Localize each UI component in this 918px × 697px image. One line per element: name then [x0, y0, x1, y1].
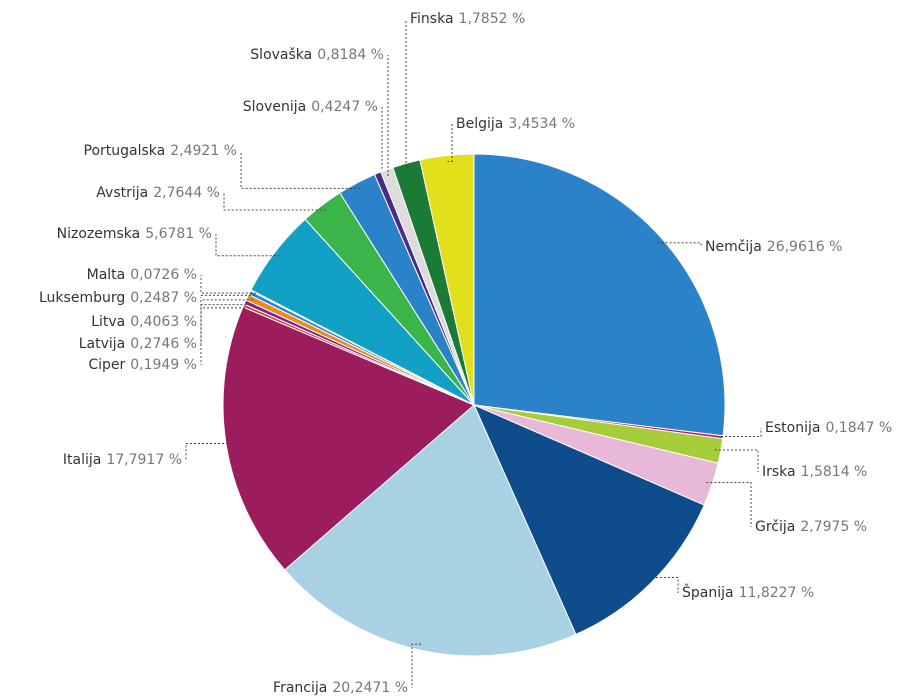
slice-value: 0,2487 % — [130, 290, 197, 306]
leader-line — [405, 19, 408, 170]
slice-value: 0,4247 % — [311, 99, 378, 115]
slice-value: 26,9616 % — [767, 239, 843, 255]
leader-line — [716, 428, 762, 438]
leader-line — [240, 151, 360, 189]
slice-label: Luksemburg 0,2487 % — [39, 290, 197, 306]
slice-name: Irska — [762, 464, 796, 480]
slice-value: 2,7975 % — [800, 519, 867, 535]
slice-value: 2,4921 % — [170, 143, 237, 159]
slice-label: Španija 11,8227 % — [682, 583, 814, 601]
slice-value: 5,6781 % — [145, 226, 212, 242]
slice-label: Italija 17,7917 % — [63, 452, 182, 468]
slice-value: 0,4063 % — [130, 314, 197, 330]
slice-label: Slovaška 0,8184 % — [250, 47, 384, 63]
slice-name: Portugalska — [84, 143, 166, 159]
slice-label: Ciper 0,1949 % — [88, 357, 197, 373]
leader-line — [200, 299, 253, 322]
slice-label: Irska 1,5814 % — [762, 464, 867, 480]
slice-name: Nemčija — [705, 239, 762, 255]
pie-slice — [284, 404, 577, 657]
slice-name: Luksemburg — [39, 290, 125, 306]
slice-label: Finska 1,7852 % — [410, 11, 525, 27]
slice-label: Grčija 2,7975 % — [755, 519, 867, 535]
slice-label: Portugalska 2,4921 % — [84, 143, 237, 159]
slice-name: Francija — [273, 680, 327, 696]
slice-name: Grčija — [755, 519, 795, 535]
pie-slice — [473, 153, 726, 437]
slice-label: Francija 20,2471 % — [273, 680, 408, 696]
slice-label: Estonija 0,1847 % — [765, 420, 892, 436]
leader-line — [647, 577, 679, 593]
slice-name: Slovenija — [243, 99, 306, 115]
slice-value: 0,0726 % — [130, 267, 197, 283]
slice-label: Litva 0,4063 % — [91, 314, 197, 330]
slice-value: 1,7852 % — [459, 11, 526, 27]
slice-value: 1,5814 % — [801, 464, 868, 480]
slice-label: Slovenija 0,4247 % — [243, 99, 378, 115]
slice-name: Latvija — [79, 336, 126, 352]
leader-line — [387, 55, 389, 176]
slice-label: Nemčija 26,9616 % — [705, 239, 842, 255]
slice-value: 0,8184 % — [317, 47, 384, 63]
slice-value: 0,2746 % — [130, 336, 197, 352]
slice-name: Finska — [410, 11, 454, 27]
slice-name: Litva — [91, 314, 125, 330]
slice-label: Avstrija 2,7644 % — [96, 185, 220, 201]
slice-value: 17,7917 % — [106, 452, 182, 468]
leader-line — [379, 107, 383, 180]
slice-name: Avstrija — [96, 185, 148, 201]
slice-value: 0,1949 % — [130, 357, 197, 373]
slice-name: Ciper — [88, 357, 125, 373]
leader-line — [200, 275, 257, 294]
slice-name: Španija — [682, 583, 734, 601]
leader-line — [706, 482, 752, 527]
slice-name: Malta — [87, 267, 126, 283]
pie-slice — [222, 306, 475, 571]
slice-label: Malta 0,0726 % — [87, 267, 197, 283]
pie-slice — [419, 153, 475, 406]
slice-name: Estonija — [765, 420, 820, 436]
slice-value: 0,1847 % — [825, 420, 892, 436]
leader-line — [185, 442, 233, 460]
pie-slice — [473, 404, 705, 636]
slice-label: Latvija 0,2746 % — [79, 336, 197, 352]
slice-label: Nizozemska 5,6781 % — [57, 226, 212, 242]
leader-line — [200, 294, 255, 298]
leader-line — [215, 234, 280, 257]
slice-value: 20,2471 % — [332, 680, 408, 696]
leader-line — [411, 643, 421, 688]
slice-label: Belgija 3,4534 % — [456, 116, 575, 132]
leader-line — [223, 193, 326, 211]
slice-name: Slovaška — [250, 47, 312, 63]
leader-line — [447, 124, 453, 162]
slice-value: 11,8227 % — [739, 585, 815, 601]
leader-line — [714, 449, 759, 472]
slice-name: Italija — [63, 452, 101, 468]
slice-name: Belgija — [456, 116, 503, 132]
slice-name: Nizozemska — [57, 226, 141, 242]
slice-value: 3,4534 % — [508, 116, 575, 132]
slice-value: 2,7644 % — [153, 185, 220, 201]
